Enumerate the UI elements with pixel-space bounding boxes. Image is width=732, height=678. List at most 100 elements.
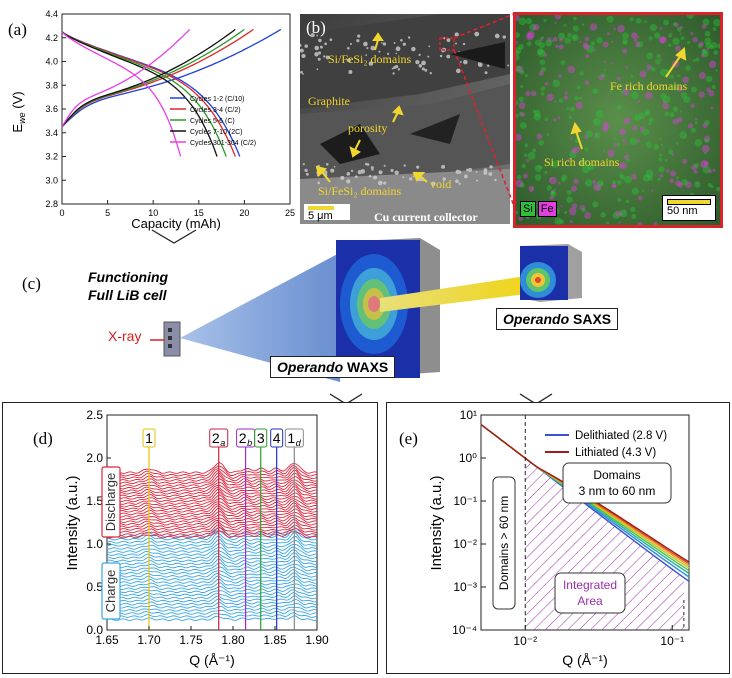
sem-label-graphite: Graphite [308,94,350,108]
eds-fe-speck [665,169,670,173]
annotation-domains-mid-line2: 3 nm to 60 nm [579,484,656,498]
eds-si-speck [645,141,653,148]
eds-si-speck [572,36,576,40]
eds-si-speck [561,178,566,183]
eds-fe-speck [573,178,579,185]
eds-si-speck [601,73,606,78]
eds-si-speck [529,23,537,31]
eds-fe-speck [525,91,531,97]
eds-si-speck [657,177,661,182]
eds-fe-speck [584,134,589,139]
chart-e-ytick-label: 10⁻⁴ [452,623,477,637]
chart-d-charge-curve [107,592,318,600]
panel-e-label: (e) [399,429,418,448]
sem-particle [456,68,461,74]
chart-e-ytick-label: 10⁻² [453,537,477,551]
eds-fe-speck [712,168,716,172]
eds-si-speck [581,23,585,26]
chart-e-ytick-label: 10¹ [460,408,477,422]
eds-fe-speck [584,80,590,85]
sem-particle [502,35,506,39]
sem-scalebar-label: 5 μm [308,210,333,222]
chart-d-ytick-label: 0.0 [86,623,103,637]
eds-fe-speck [598,74,605,81]
chart-d-discharge-curve [106,524,318,534]
chart-a-xtick-label: 15 [194,208,204,218]
eds-fe-speck [704,160,709,166]
eds-si-speck [582,165,590,174]
eds-si-speck [629,17,634,22]
sem-particle [330,168,335,173]
eds-fe-speck [571,148,577,154]
sem-particle [349,42,353,46]
sem-particle [390,168,394,173]
xray-label: X-ray [108,328,142,344]
chart-d-charge-curve [106,615,318,621]
sem-particle [409,177,413,181]
sem-particle [304,44,308,48]
chart-d-discharge-curve [106,475,318,487]
eds-fe-speck [552,118,557,122]
eds-si-speck [559,219,564,225]
eds-fe-speck [622,48,628,54]
eds-si-speck [518,96,524,102]
sem-particle [455,169,460,174]
chart-a-svg: 0 5 10 15 20 25 2.8 3.0 3.2 3.4 3.6 3.8 4.0 4.2 4.4 Cy… [10,9,295,231]
chart-a-discharge-curve [61,31,218,157]
eds-si-speck [630,74,634,78]
eds-si-speck [642,174,651,182]
saxs-label-italic: Operando [503,311,570,327]
eds-si-speck [566,190,572,196]
chart-d-charge-curve [106,552,318,563]
sem-particle [324,42,327,46]
chart-d-peak-label: 2 [239,430,247,446]
chart-a-discharge-curve [61,31,227,157]
eds-si-speck [592,88,599,95]
sem-particle [381,42,383,44]
eds-si-speck [704,37,712,45]
eds-si-speck [649,23,658,32]
chart-d-discharge-curve [106,488,318,500]
chart-d-charge-curve [106,609,318,615]
sem-particle [484,71,488,75]
chart-a-legend-label: Cycles 3-4 (C/2) [190,107,241,114]
eds-si-speck [686,15,694,19]
chart-a-charge-curve [61,28,236,128]
eds-fe-speck [611,62,614,65]
eds-si-speck [532,109,536,113]
chart-d-charge-curve [106,548,318,560]
chart-e-ytick-label: 10⁻¹ [453,494,477,508]
eds-si-speck [619,173,624,178]
chart-d-peak-box [270,428,284,448]
sem-particle [407,36,411,39]
eds-si-speck [546,132,550,137]
sem-particle [300,48,304,53]
eds-fe-speck [638,195,643,201]
chart-d-ytick-label: 0.5 [86,580,103,594]
eds-fe-speck [554,188,557,191]
sem-particle [458,182,461,185]
eds-si-speck [625,158,631,163]
eds-fe-speck [623,210,626,213]
eds-si-speck [704,152,707,155]
eds-si-speck [563,23,567,27]
sem-particle [455,42,458,45]
eds-si-speck [558,98,564,103]
eds-fe-speck [579,40,582,44]
eds-si-speck [580,159,586,165]
eds-si-speck [595,109,604,118]
eds-si-speck [538,140,545,146]
eds-si-speck [716,186,720,192]
zoom-box [439,37,455,51]
eds-si-speck [599,182,604,186]
eds-fe-speck [613,27,616,31]
chart-a-ytick-label: 3.0 [45,175,58,185]
panel-b-label-text: (b) [306,18,326,37]
sem-particle [428,45,431,48]
sem-particle [300,70,303,74]
eds-si-speck [663,70,666,73]
eds-si-speck [597,180,604,187]
eds-si-speck [693,163,699,168]
eds-fe-speck [607,149,615,157]
chart-d-peak-box [254,428,268,448]
